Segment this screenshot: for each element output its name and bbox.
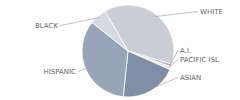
leader-line	[155, 12, 198, 17]
pie-slice	[123, 51, 170, 97]
leader-line	[60, 18, 99, 26]
pie-slice	[92, 11, 128, 51]
slice-label: BLACK	[35, 22, 58, 30]
slices	[82, 5, 174, 97]
leader-line	[150, 78, 178, 90]
chart: WHITE A.I.PACIFIC ISL ASIAN HISPANIC BLACK	[0, 0, 240, 100]
slice-label: WHITE	[200, 8, 223, 16]
slice-label: ASIAN	[180, 74, 201, 82]
slice-label: HISPANIC	[43, 68, 76, 76]
slice-label: PACIFIC ISL	[180, 56, 219, 64]
leader-line	[169, 60, 178, 68]
slice-label: A.I.	[180, 47, 191, 55]
leader-line	[78, 68, 87, 71]
labels: WHITE A.I.PACIFIC ISL ASIAN HISPANIC BLACK	[35, 8, 223, 89]
pie-slice	[82, 22, 128, 96]
